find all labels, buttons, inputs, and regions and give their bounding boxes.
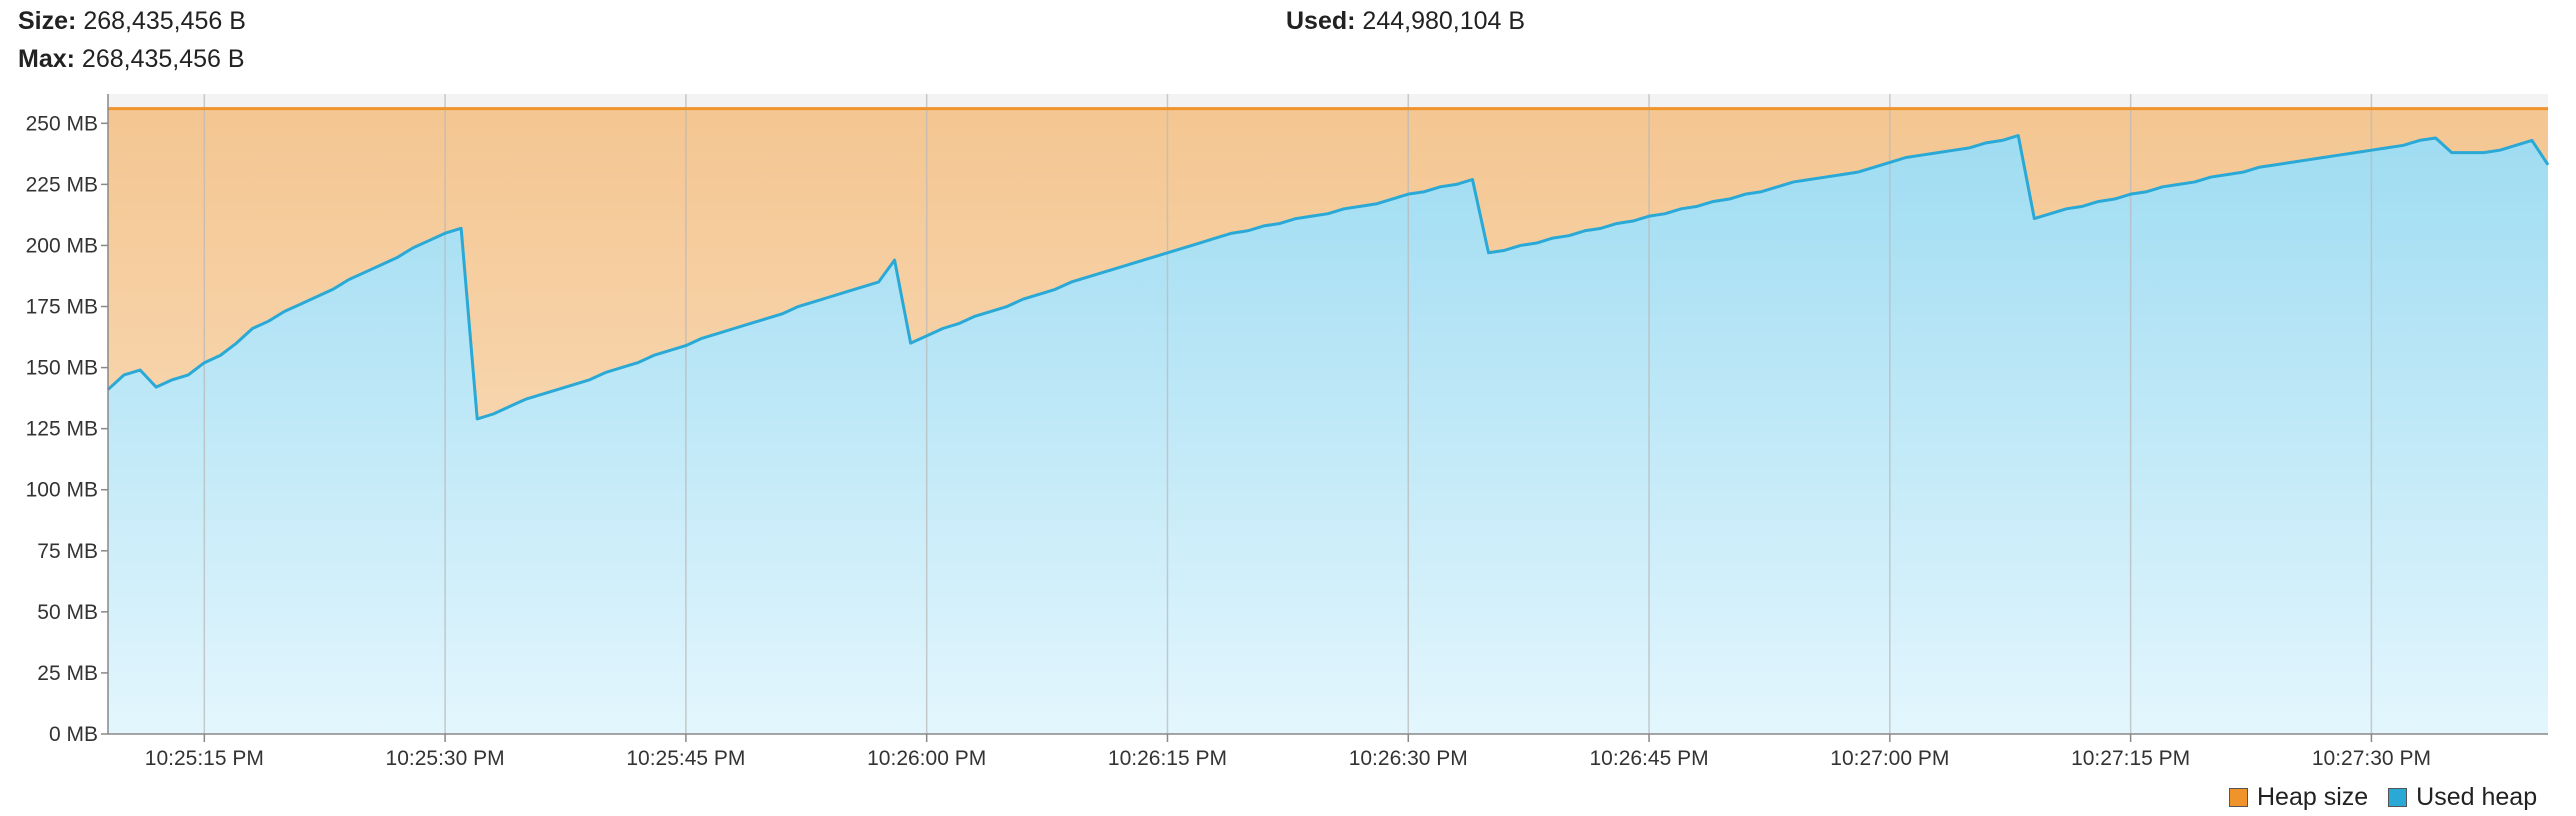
legend-label-used-heap: Used heap bbox=[2416, 783, 2538, 811]
y-tick-label: 225 MB bbox=[26, 173, 98, 196]
legend: Heap size Used heap bbox=[2229, 782, 2537, 812]
max-stat: Max: 268,435,456 B bbox=[18, 44, 245, 74]
y-tick-labels: 0 MB 25 MB 50 MB 75 MB 100 MB 125 MB 150 MB 175… bbox=[26, 112, 98, 746]
x-tick-label: 10:26:00 PM bbox=[867, 747, 986, 770]
used-heap-line bbox=[106, 134, 2550, 421]
x-tick-labels: 10:25:15 PM 10:25:30 PM 10:25:45 PM 10:26:0… bbox=[145, 747, 2431, 770]
y-tick-label: 175 MB bbox=[26, 296, 98, 319]
legend-swatch-used-heap bbox=[2388, 787, 2408, 807]
series-lines bbox=[106, 107, 2550, 421]
x-tick-label: 10:27:15 PM bbox=[2071, 747, 2190, 770]
vertical-gridlines bbox=[203, 94, 2373, 734]
y-tick-label: 200 MB bbox=[26, 234, 98, 257]
used-label: Used: bbox=[1286, 7, 1356, 35]
max-value: 268,435,456 B bbox=[81, 45, 245, 73]
x-tick-label: 10:26:15 PM bbox=[1108, 747, 1227, 770]
size-label: Size: bbox=[18, 7, 77, 35]
y-tick-label: 50 MB bbox=[37, 601, 98, 624]
y-tick-label: 250 MB bbox=[26, 112, 98, 135]
size-stat: Size: 268,435,456 B bbox=[18, 6, 246, 36]
legend-label-heap-size: Heap size bbox=[2257, 783, 2369, 811]
y-tick-label: 25 MB bbox=[37, 662, 98, 685]
y-tick-label: 100 MB bbox=[26, 479, 98, 502]
legend-swatch-heap-size bbox=[2229, 787, 2248, 807]
x-tick-label: 10:26:45 PM bbox=[1590, 747, 1709, 770]
size-value: 268,435,456 B bbox=[83, 7, 246, 35]
used-heap-area bbox=[108, 135, 2548, 734]
x-tick-label: 10:26:30 PM bbox=[1349, 747, 1468, 770]
used-value: 244,980,104 B bbox=[1362, 7, 1526, 35]
x-tick-label: 10:27:30 PM bbox=[2312, 747, 2431, 770]
max-label: Max: bbox=[18, 45, 75, 73]
used-stat: Used: 244,980,104 B bbox=[1286, 6, 1525, 36]
y-tick-label: 125 MB bbox=[26, 418, 98, 441]
axes bbox=[101, 94, 2548, 742]
x-tick-label: 10:27:00 PM bbox=[1830, 747, 1949, 770]
x-tick-label: 10:25:45 PM bbox=[626, 747, 745, 770]
y-tick-label: 150 MB bbox=[26, 357, 98, 380]
x-tick-label: 10:25:15 PM bbox=[145, 747, 264, 770]
x-tick-label: 10:25:30 PM bbox=[386, 747, 505, 770]
series-areas bbox=[108, 108, 2548, 734]
y-tick-label: 0 MB bbox=[49, 723, 98, 746]
y-tick-label: 75 MB bbox=[37, 540, 98, 563]
